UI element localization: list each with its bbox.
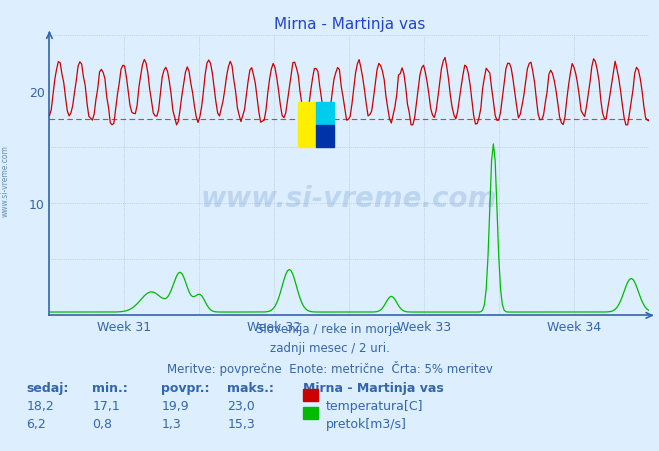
Text: 17,1: 17,1 [92, 399, 120, 412]
Text: 23,0: 23,0 [227, 399, 255, 412]
Text: www.si-vreme.com: www.si-vreme.com [201, 184, 498, 212]
Text: sedaj:: sedaj: [26, 381, 69, 394]
Text: maks.:: maks.: [227, 381, 274, 394]
Text: 0,8: 0,8 [92, 417, 112, 430]
Text: Slovenija / reke in morje.: Slovenija / reke in morje. [256, 322, 403, 336]
Text: 6,2: 6,2 [26, 417, 46, 430]
Text: 1,3: 1,3 [161, 417, 181, 430]
Bar [316, 125, 334, 148]
Bar [316, 103, 334, 125]
Text: Mirna - Martinja vas: Mirna - Martinja vas [303, 381, 444, 394]
Text: zadnji mesec / 2 uri.: zadnji mesec / 2 uri. [270, 341, 389, 354]
Text: 19,9: 19,9 [161, 399, 189, 412]
Title: Mirna - Martinja vas: Mirna - Martinja vas [273, 17, 425, 32]
Text: pretok[m3/s]: pretok[m3/s] [326, 417, 407, 430]
Text: temperatura[C]: temperatura[C] [326, 399, 423, 412]
Text: 15,3: 15,3 [227, 417, 255, 430]
Text: povpr.:: povpr.: [161, 381, 210, 394]
Text: min.:: min.: [92, 381, 128, 394]
Text: www.si-vreme.com: www.si-vreme.com [1, 144, 10, 216]
Bar [299, 103, 316, 148]
Text: Meritve: povprečne  Enote: metrične  Črta: 5% meritev: Meritve: povprečne Enote: metrične Črta:… [167, 360, 492, 375]
Text: 18,2: 18,2 [26, 399, 54, 412]
